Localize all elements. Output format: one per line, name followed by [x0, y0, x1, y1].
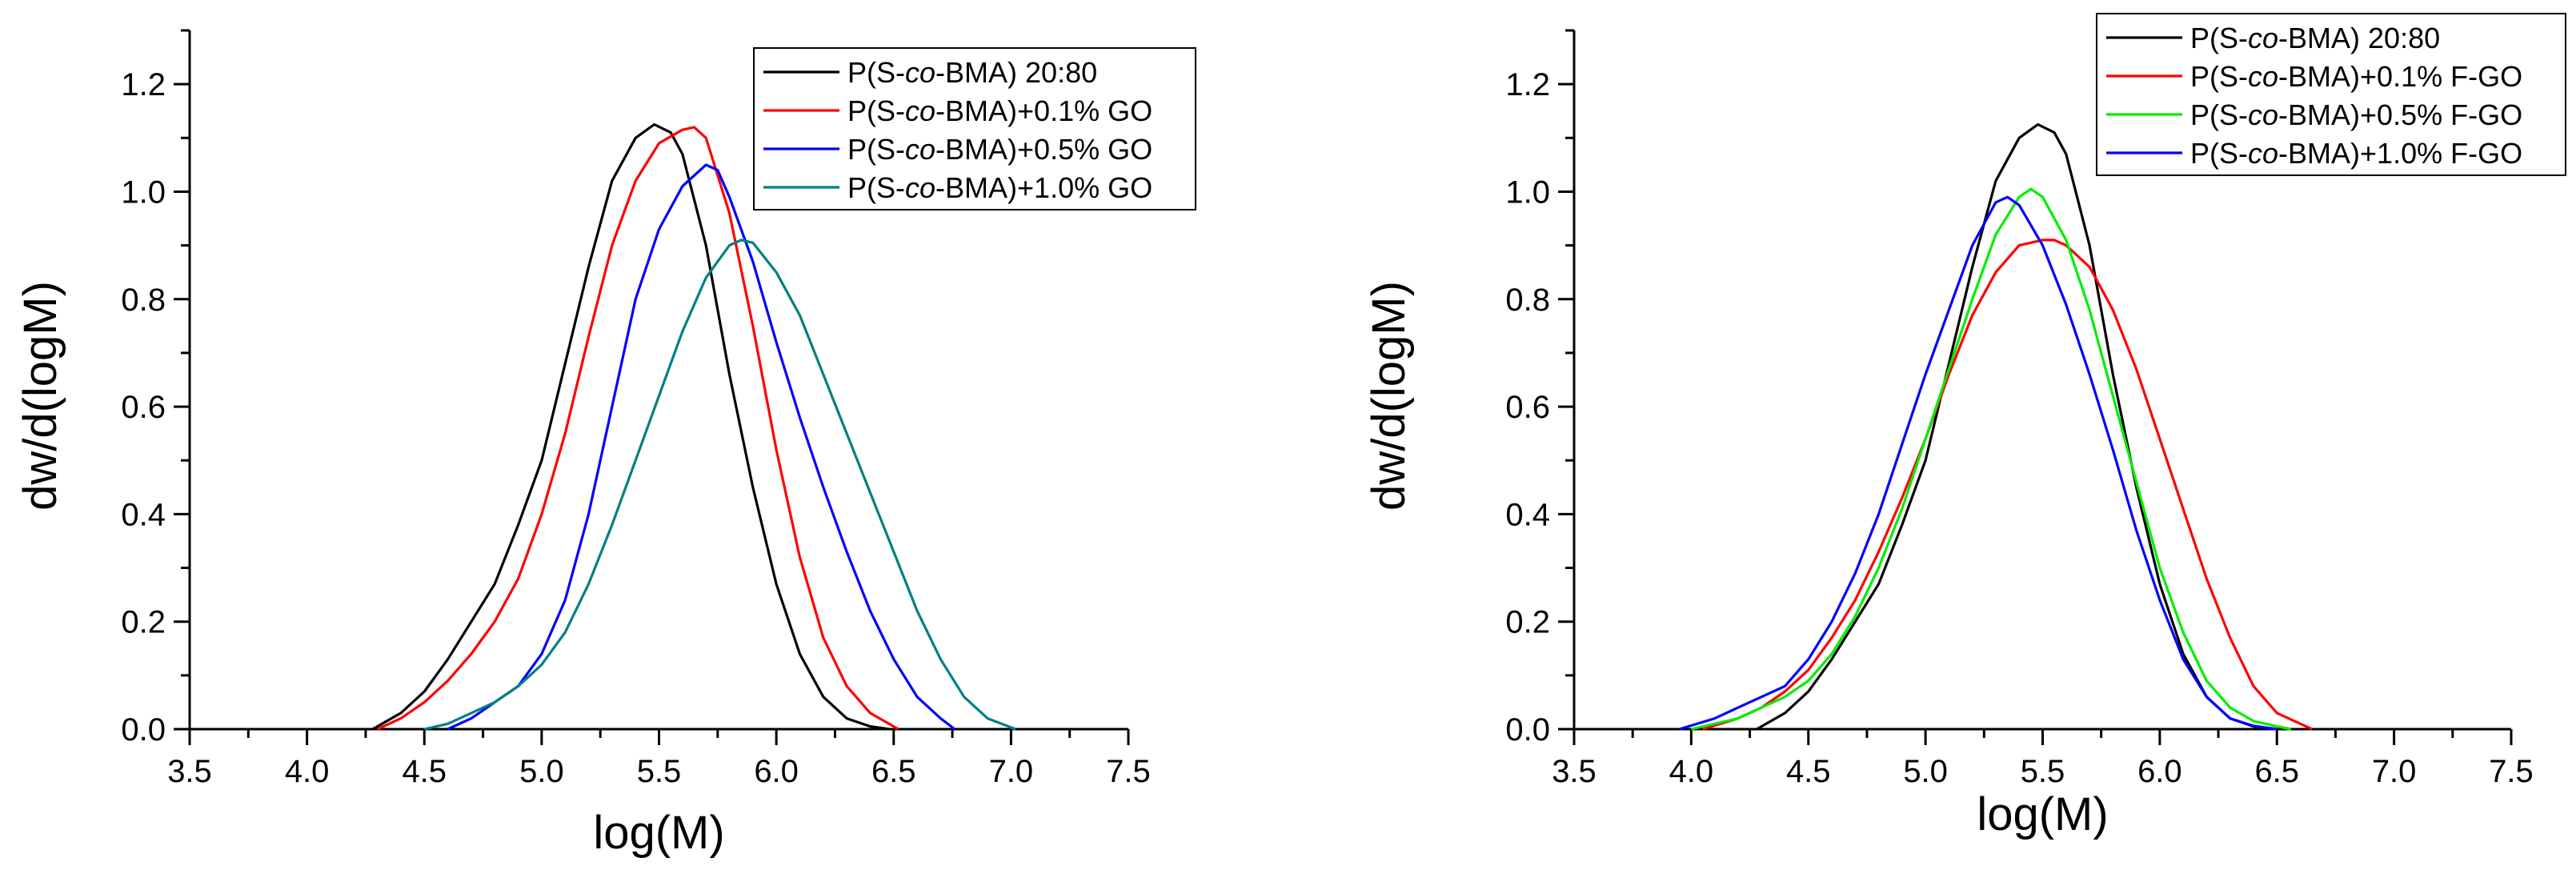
series-line-1: [1756, 122, 2273, 731]
x-tick-label: 3.5: [167, 754, 212, 789]
legend-entry-1: P(S-co-BMA) 20:80: [2190, 22, 2440, 54]
legend-entry-1: P(S-co-BMA) 20:80: [847, 56, 1097, 89]
x-tick-label: 4.0: [1669, 754, 1714, 789]
x-tick-label: 4.5: [402, 754, 447, 789]
legend-entry-2: P(S-co-BMA)+0.1% F-GO: [2190, 60, 2522, 93]
chart-panel-2: 3.5 4.0 4.5 5.0 5.5 6.0 6.5 7.0 7.5 0.0 0.2 0.4 0.6 0…: [1363, 13, 2566, 840]
x-tick-label: 7.0: [989, 754, 1034, 789]
y-tick-label: 1.2: [1505, 67, 1550, 102]
series-line-2: [376, 126, 899, 731]
y-tick-label: 0.0: [121, 712, 166, 748]
x-tick-label: 6.0: [754, 754, 799, 789]
y-tick-label: 0.0: [1505, 712, 1550, 748]
x-tick-label: 7.0: [2372, 754, 2417, 789]
legend-entry-4: P(S-co-BMA)+1.0% GO: [847, 171, 1152, 204]
y-tick-label: 0.6: [1505, 390, 1550, 425]
series-line-3: [1691, 187, 2292, 731]
y-tick-label: 1.0: [1505, 174, 1550, 210]
y-tick-label: 0.6: [121, 390, 166, 425]
legend-entry-2: P(S-co-BMA)+0.1% GO: [847, 94, 1152, 127]
series-line-4: [1679, 195, 2278, 731]
series-line-1: [371, 122, 890, 731]
x-tick-label: 5.5: [2021, 754, 2065, 789]
series-line-4: [423, 239, 1016, 731]
x-tick-label: 6.5: [871, 754, 916, 789]
x-tick-label: 6.5: [2254, 754, 2299, 789]
legend-entry-4: P(S-co-BMA)+1.0% F-GO: [2190, 137, 2522, 170]
legend-entry-3: P(S-co-BMA)+0.5% F-GO: [2190, 98, 2522, 131]
x-axis-title: log(M): [1977, 788, 2108, 840]
series-line-3: [447, 163, 955, 731]
y-tick-label: 1.0: [121, 174, 166, 210]
x-tick-label: 5.0: [1903, 754, 1948, 789]
x-tick-label: 7.5: [1106, 754, 1151, 789]
chart-panel-1: 3.5 4.0 4.5 5.0 5.5 6.0 6.5 7.0 7.5 0.0 0.2 0.4 0.6 0…: [14, 29, 1196, 859]
series-line-2: [1702, 239, 2313, 731]
y-tick-label: 0.4: [121, 497, 166, 532]
legend-entry-3: P(S-co-BMA)+0.5% GO: [847, 133, 1152, 166]
x-tick-label: 4.5: [1786, 754, 1831, 789]
legend-box: [753, 47, 1196, 210]
legend-box: [2096, 13, 2566, 176]
y-axis-title: dw/d(logM): [1363, 281, 1415, 511]
y-tick-label: 0.4: [1505, 497, 1550, 532]
x-axis-title: log(M): [593, 807, 724, 859]
x-tick-label: 5.0: [519, 754, 564, 789]
y-tick-label: 0.2: [121, 605, 166, 640]
y-tick-label: 0.8: [1505, 283, 1550, 318]
x-tick-label: 4.0: [285, 754, 330, 789]
legend: P(S-co-BMA) 20:80 P(S-co-BMA)+0.1% GO P(S-…: [753, 47, 1196, 210]
x-tick-label: 6.0: [2137, 754, 2182, 789]
y-tick-label: 0.2: [1505, 605, 1550, 640]
y-axis-title: dw/d(logM): [14, 281, 66, 511]
y-tick-label: 0.8: [121, 283, 166, 318]
x-tick-label: 7.5: [2489, 754, 2534, 789]
legend: P(S-co-BMA) 20:80 P(S-co-BMA)+0.1% F-GO P(…: [2096, 13, 2566, 176]
x-tick-label: 3.5: [1552, 754, 1596, 789]
x-tick-label: 5.5: [637, 754, 682, 789]
y-tick-label: 1.2: [121, 67, 166, 102]
